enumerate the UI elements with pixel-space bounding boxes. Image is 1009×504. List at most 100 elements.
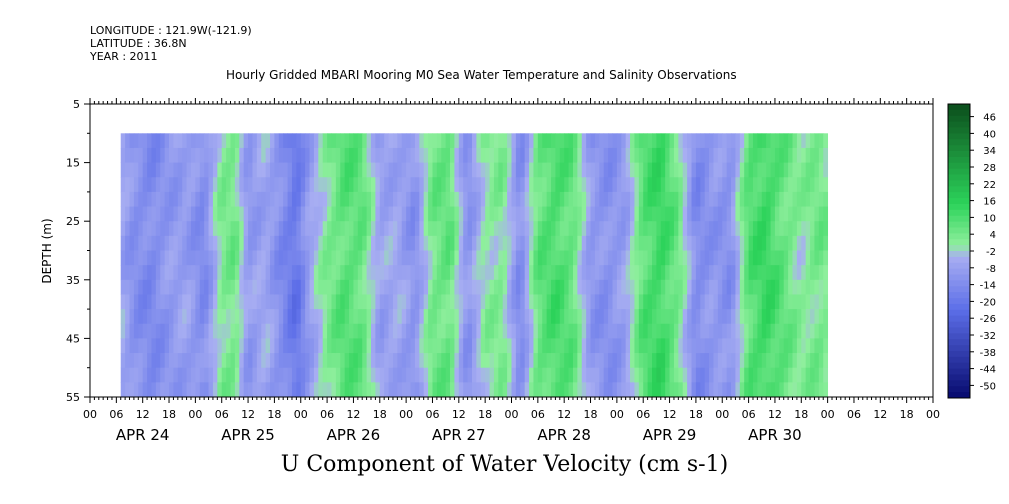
heatmap-cell [608, 191, 613, 207]
heatmap-cell [252, 382, 258, 398]
heatmap-cell [217, 382, 223, 398]
heatmap-cell [471, 309, 477, 325]
heatmap-cell [243, 323, 249, 339]
heatmap-cell [445, 221, 451, 237]
heatmap-cell [287, 250, 293, 266]
heatmap-cell [353, 309, 359, 325]
heatmap-cell [252, 367, 258, 383]
heatmap-cell [450, 265, 455, 281]
heatmap-cell [485, 265, 490, 281]
heatmap-cell [621, 323, 627, 339]
heatmap-cell [401, 162, 407, 178]
heatmap-cell [142, 147, 148, 163]
heatmap-cell [612, 279, 618, 295]
heatmap-cell [397, 133, 403, 149]
heatmap-cell [507, 309, 512, 325]
heatmap-cell [590, 309, 596, 325]
heatmap-cell [665, 250, 670, 266]
heatmap-cell [423, 279, 429, 295]
heatmap-cell [709, 367, 714, 383]
heatmap-cell [291, 133, 297, 149]
heatmap-cell [454, 191, 460, 207]
heatmap-cell [669, 323, 675, 339]
heatmap-cell [173, 235, 179, 251]
heatmap-cell [142, 191, 148, 207]
heatmap-cell [287, 221, 293, 237]
heatmap-cell [748, 235, 754, 251]
heatmap-cell [450, 338, 455, 354]
heatmap-cell [217, 279, 223, 295]
heatmap-cell [572, 323, 578, 339]
heatmap-cell [331, 353, 337, 369]
heatmap-cell [682, 265, 688, 281]
heatmap-cell [493, 133, 499, 149]
heatmap-cell [160, 250, 166, 266]
heatmap-cell [801, 353, 807, 369]
heatmap-cell [722, 323, 728, 339]
heatmap-cell [559, 206, 565, 222]
heatmap-cell [515, 206, 521, 222]
heatmap-cell [572, 265, 578, 281]
heatmap-cell [357, 235, 363, 251]
heatmap-cell [616, 265, 622, 281]
heatmap-cell [283, 250, 288, 266]
heatmap-cell [735, 191, 741, 207]
heatmap-cell [357, 147, 363, 163]
heatmap-cell [537, 235, 543, 251]
heatmap-cell [801, 162, 807, 178]
heatmap-cell [129, 323, 135, 339]
colorbar-label: -32 [980, 331, 996, 342]
heatmap-cell [423, 206, 429, 222]
heatmap-cell [652, 294, 657, 310]
heatmap-cell [221, 235, 227, 251]
heatmap-cell [493, 279, 499, 295]
heatmap-cell [788, 294, 793, 310]
heatmap-cell [445, 265, 451, 281]
heatmap-cell [731, 309, 736, 325]
heatmap-cell [340, 323, 346, 339]
heatmap-cell [590, 353, 596, 369]
heatmap-cell [555, 206, 561, 222]
heatmap-cell [489, 294, 495, 310]
heatmap-cell [507, 323, 512, 339]
heatmap-cell [384, 323, 389, 339]
heatmap-cell [142, 221, 148, 237]
heatmap-cell [634, 309, 640, 325]
heatmap-cell [217, 309, 223, 325]
heatmap-cell [366, 206, 372, 222]
heatmap-cell [406, 338, 411, 354]
heatmap-cell [722, 206, 728, 222]
heatmap-cell [770, 177, 776, 193]
heatmap-cell [665, 235, 670, 251]
heatmap-cell [814, 206, 820, 222]
heatmap-cell [322, 133, 328, 149]
heatmap-cell [704, 162, 710, 178]
heatmap-cell [779, 235, 785, 251]
heatmap-cell [700, 191, 706, 207]
heatmap-cell [239, 206, 245, 222]
heatmap-cell [792, 162, 798, 178]
heatmap-cell [296, 367, 302, 383]
heatmap-cell [603, 162, 609, 178]
heatmap-cell [476, 147, 482, 163]
heatmap-cell [599, 265, 605, 281]
heatmap-cell [757, 382, 763, 398]
heatmap-cell [208, 294, 214, 310]
heatmap-cell [643, 162, 649, 178]
heatmap-cell [239, 265, 245, 281]
heatmap-cell [120, 382, 126, 398]
heatmap-cell [309, 279, 315, 295]
heatmap-cell [717, 221, 723, 237]
heatmap-cell [397, 382, 403, 398]
heatmap-cell [704, 382, 710, 398]
heatmap-cell [305, 250, 310, 266]
heatmap-cell [458, 338, 464, 354]
heatmap-cell [757, 206, 763, 222]
heatmap-cell [436, 367, 442, 383]
heatmap-cell [783, 147, 789, 163]
heatmap-cell [599, 250, 605, 266]
heatmap-cell [612, 133, 618, 149]
heatmap-cell [256, 323, 262, 339]
heatmap-cell [779, 294, 785, 310]
heatmap-cell [559, 309, 565, 325]
